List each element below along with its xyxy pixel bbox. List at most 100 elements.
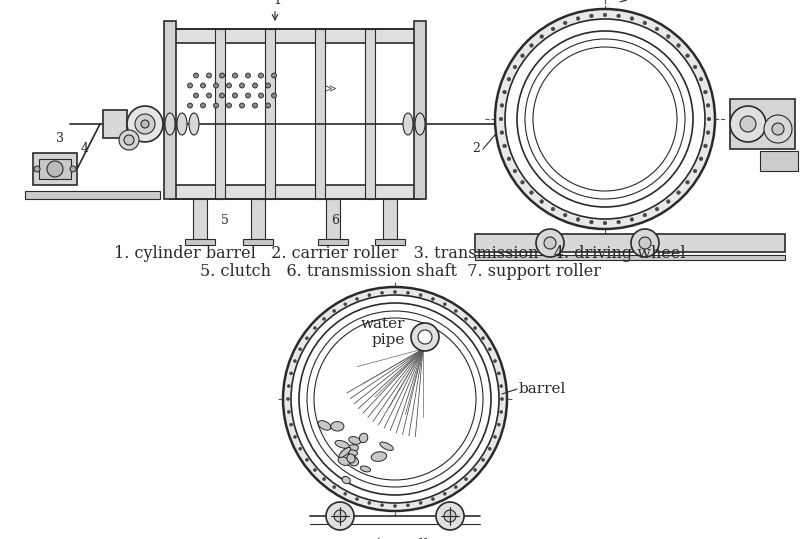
Circle shape	[47, 161, 63, 177]
Circle shape	[381, 504, 384, 507]
Circle shape	[431, 298, 434, 300]
Circle shape	[590, 14, 594, 18]
Ellipse shape	[342, 476, 350, 483]
Circle shape	[271, 93, 277, 98]
Circle shape	[639, 237, 651, 249]
Circle shape	[772, 123, 784, 135]
Circle shape	[333, 486, 336, 488]
Circle shape	[590, 220, 594, 224]
Circle shape	[34, 166, 40, 172]
Circle shape	[219, 73, 225, 78]
Circle shape	[576, 218, 580, 221]
Circle shape	[298, 348, 302, 351]
Circle shape	[617, 14, 620, 18]
Circle shape	[419, 501, 422, 505]
Circle shape	[707, 117, 710, 121]
Circle shape	[333, 309, 336, 313]
Circle shape	[294, 436, 297, 438]
Ellipse shape	[177, 113, 187, 135]
Bar	[33, 153, 77, 185]
Circle shape	[194, 93, 198, 98]
Circle shape	[521, 181, 524, 184]
Circle shape	[576, 17, 580, 20]
Bar	[170, 185, 420, 199]
Circle shape	[290, 423, 293, 426]
Ellipse shape	[403, 113, 413, 135]
Bar	[475, 255, 785, 260]
Circle shape	[286, 397, 290, 400]
Circle shape	[603, 221, 606, 225]
Circle shape	[219, 93, 225, 98]
Circle shape	[494, 436, 497, 438]
Circle shape	[551, 27, 555, 31]
Circle shape	[563, 21, 567, 25]
Bar	[383, 199, 397, 239]
Circle shape	[643, 21, 646, 25]
Circle shape	[344, 303, 346, 306]
Circle shape	[187, 83, 193, 88]
Circle shape	[643, 213, 646, 217]
Circle shape	[239, 83, 245, 88]
Circle shape	[507, 78, 510, 81]
Circle shape	[419, 294, 422, 296]
Circle shape	[655, 27, 659, 31]
Ellipse shape	[360, 466, 370, 472]
Circle shape	[603, 13, 606, 17]
Ellipse shape	[349, 437, 361, 444]
Circle shape	[536, 229, 564, 257]
Circle shape	[287, 385, 290, 388]
Circle shape	[306, 458, 309, 461]
Circle shape	[444, 510, 456, 522]
Circle shape	[127, 106, 163, 142]
Circle shape	[418, 330, 432, 344]
Circle shape	[498, 372, 500, 375]
Circle shape	[500, 131, 504, 134]
Circle shape	[505, 19, 705, 219]
Ellipse shape	[344, 445, 358, 453]
Circle shape	[521, 54, 524, 58]
Circle shape	[617, 220, 620, 224]
Circle shape	[694, 65, 697, 69]
Circle shape	[141, 120, 149, 128]
Circle shape	[465, 317, 467, 320]
Ellipse shape	[359, 433, 368, 443]
Circle shape	[533, 47, 677, 191]
Circle shape	[563, 213, 567, 217]
Bar	[193, 199, 207, 239]
Ellipse shape	[415, 113, 425, 135]
Circle shape	[677, 44, 680, 47]
Bar	[475, 234, 785, 252]
Circle shape	[507, 157, 510, 161]
Text: 3: 3	[56, 133, 64, 146]
Circle shape	[253, 103, 258, 108]
Circle shape	[283, 287, 507, 511]
Circle shape	[495, 9, 715, 229]
Circle shape	[551, 208, 555, 211]
Circle shape	[740, 116, 756, 132]
Circle shape	[206, 93, 211, 98]
Bar	[365, 29, 375, 199]
Bar	[170, 29, 420, 43]
Circle shape	[206, 73, 211, 78]
Ellipse shape	[165, 113, 175, 135]
Circle shape	[368, 294, 371, 296]
Circle shape	[488, 447, 491, 450]
Bar	[315, 29, 325, 199]
Text: carrier roller: carrier roller	[345, 538, 446, 539]
Ellipse shape	[318, 420, 331, 430]
Circle shape	[355, 298, 358, 300]
Circle shape	[290, 372, 293, 375]
Circle shape	[631, 229, 659, 257]
Circle shape	[406, 504, 410, 507]
Circle shape	[344, 492, 346, 495]
Bar	[760, 151, 798, 171]
Bar	[185, 239, 215, 245]
Circle shape	[540, 200, 543, 203]
Bar	[326, 199, 339, 239]
Circle shape	[706, 131, 710, 134]
Ellipse shape	[341, 451, 351, 458]
Bar	[103, 110, 127, 138]
Ellipse shape	[341, 451, 350, 460]
Circle shape	[443, 303, 446, 306]
Circle shape	[730, 106, 766, 142]
